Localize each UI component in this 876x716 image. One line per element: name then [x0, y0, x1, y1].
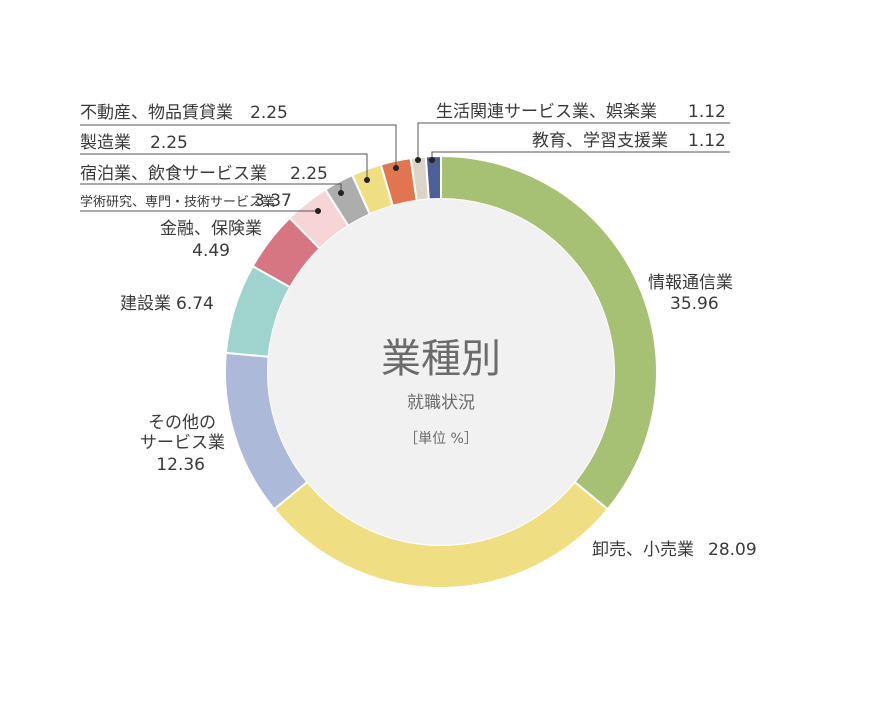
leader-lines	[80, 122, 730, 214]
center-title: 業種別	[381, 336, 501, 382]
label-education-value: 1.12	[688, 131, 726, 151]
unit-label: ［単位 %］	[404, 431, 478, 447]
leader-dot-research	[315, 208, 321, 214]
label-real-estate-value: 2.25	[250, 103, 288, 123]
leader-dot-education	[429, 157, 435, 163]
donut-hole	[268, 199, 614, 545]
label-research-name: 学術研究、専門・技術サービス業	[80, 194, 275, 210]
leader-line-lodging	[80, 183, 342, 193]
leader-line-lifestyle	[417, 122, 730, 160]
label-finance-name: 金融、保険業	[160, 219, 262, 239]
label-research-value: 3.37	[254, 191, 292, 211]
label-lodging-name: 宿泊業、飲食サービス業	[80, 164, 267, 184]
label-other-services-line1: その他の	[148, 413, 216, 433]
label-education-name: 教育、学習支援業	[532, 131, 668, 151]
label-info-comm-name: 情報通信業	[648, 273, 733, 293]
label-construction-name: 建設業	[120, 294, 171, 314]
leader-line-real-estate	[80, 124, 397, 168]
label-lodging-value: 2.25	[290, 164, 328, 184]
label-wholesale-name: 卸売、小売業	[592, 540, 694, 560]
label-other-services-line2: サービス業	[140, 433, 225, 453]
center-subtitle: 就職状況	[407, 393, 475, 413]
label-other-services-value: 12.36	[156, 455, 205, 475]
label-lifestyle-name: 生活関連サービス業、娯楽業	[436, 102, 657, 122]
label-finance-value: 4.49	[192, 241, 230, 261]
leader-dot-lifestyle	[415, 157, 421, 163]
label-info-comm-value: 35.96	[670, 294, 719, 314]
label-manufacturing-name: 製造業	[80, 133, 131, 153]
leader-dot-manufacturing	[364, 177, 370, 183]
leader-line-manufacturing	[80, 153, 368, 180]
label-construction-value: 6.74	[176, 294, 214, 314]
leader-dot-real-estate	[393, 165, 399, 171]
leader-dot-lodging	[338, 190, 344, 196]
label-lifestyle-value: 1.12	[688, 102, 726, 122]
label-real-estate-name: 不動産、物品賃貸業	[80, 103, 233, 123]
label-manufacturing-value: 2.25	[150, 133, 188, 153]
label-wholesale-value: 28.09	[708, 540, 757, 560]
